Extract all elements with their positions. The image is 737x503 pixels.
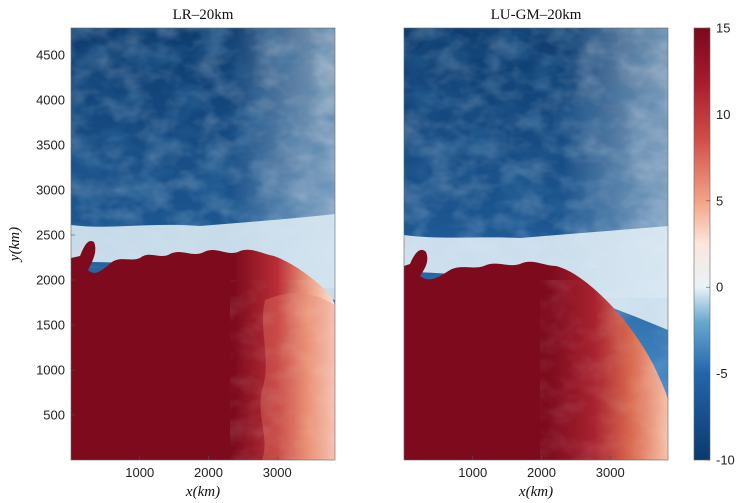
cold-swirl-dark [71,28,335,228]
y-tick-label: 500 [43,408,65,423]
y-tick-label: 4000 [36,93,65,108]
plot-frame-right [403,27,669,461]
colorbar-tick-label: 0 [716,280,723,295]
colorbar-tick-label: 15 [716,21,730,36]
warm-swirl [230,280,335,460]
colorbar [693,27,711,461]
plot-frame-left [70,27,336,461]
warm-swirl [540,280,668,460]
y-axis-label: y(km) [7,227,23,263]
y-tick-label: 4500 [36,48,65,63]
panel-title: LU-GM–20km [491,7,582,23]
y-tick-label: 3000 [36,183,65,198]
colorbar-tick-label: 10 [716,107,730,122]
x-axis-label: x(km) [185,484,220,500]
colorbar-tick-label: -10 [716,453,735,468]
panel-left [71,28,335,460]
cold-swirl-dark [404,28,668,228]
y-tick-label: 2500 [36,228,65,243]
x-tick-label: 1000 [458,465,487,480]
y-tick-label: 2000 [36,273,65,288]
colorbar-tick-label: 5 [716,193,723,208]
axes-layer: LR–20km 1000 2000 3000 x(km) 500 1000 1500 2000 2… [7,7,735,500]
x-tick-label: 2000 [527,465,556,480]
panel-title: LR–20km [173,7,234,23]
x-axis-label: x(km) [518,484,553,500]
x-tick-label: 1000 [125,465,154,480]
y-tick-label: 1500 [36,318,65,333]
x-tick-label: 3000 [596,465,625,480]
y-tick-label: 3500 [36,138,65,153]
panel-right [404,28,668,460]
y-tick-label: 1000 [36,363,65,378]
x-tick-label: 2000 [194,465,223,480]
colorbar-tick-label: -5 [716,366,728,381]
x-tick-label: 3000 [263,465,292,480]
